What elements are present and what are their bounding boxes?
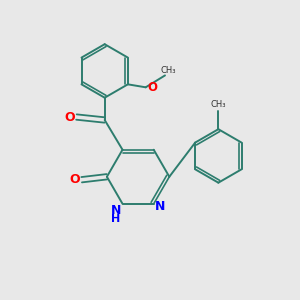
- Text: H: H: [111, 214, 121, 224]
- Text: O: O: [70, 173, 80, 186]
- Text: N: N: [155, 200, 165, 213]
- Text: N: N: [111, 204, 121, 217]
- Text: CH₃: CH₃: [160, 66, 176, 75]
- Text: O: O: [147, 81, 157, 94]
- Text: O: O: [64, 110, 75, 124]
- Text: CH₃: CH₃: [211, 100, 226, 109]
